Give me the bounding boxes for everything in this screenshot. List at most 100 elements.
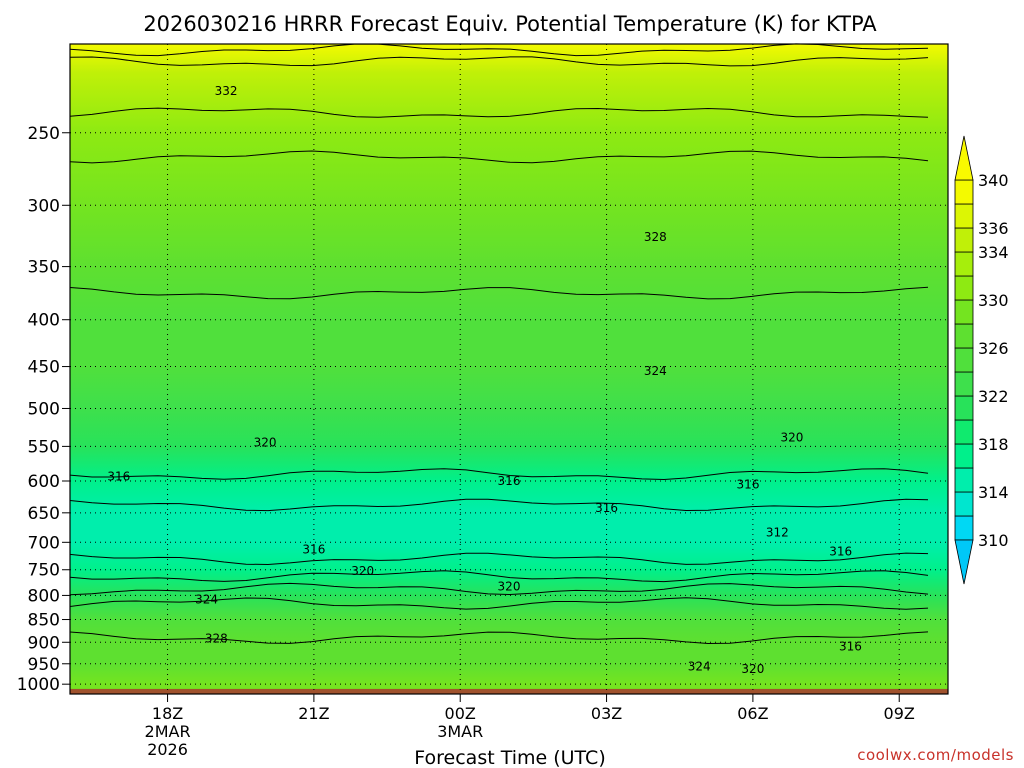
y-tick-label: 450 [28,358,60,378]
contour-label: 320 [780,431,803,445]
contour-line [69,597,929,610]
plot-area [69,43,949,695]
colorbar-label: 310 [978,531,1009,550]
contour-label-text: 320 [741,662,764,676]
x-tick-sublabel: 3MAR [437,722,483,741]
colorbar-swatch [954,491,974,517]
colorbar-label: 314 [978,483,1009,502]
contour-label-text: 316 [498,474,521,488]
colorbar-label: 322 [978,387,1009,406]
x-tick-sublabel: 2026 [147,740,188,759]
y-tick-label: 350 [28,258,60,278]
colorbar-max-arrow [954,135,974,181]
contour-label: 316 [737,477,760,491]
y-tick-label: 900 [28,633,60,653]
contour-lines [69,43,929,645]
x-tick-label: 21Z [298,704,329,723]
contour-label: 320 [351,564,374,578]
colorbar-swatch [954,419,974,445]
colorbar-label: 318 [978,435,1009,454]
contour-label-text: 316 [302,543,325,557]
contour-label: 320 [254,436,277,450]
contour-line [69,286,929,300]
field-fill [70,44,948,694]
contour-label-text: 332 [215,84,238,98]
contour-line [69,631,929,645]
gridlines [70,44,948,694]
y-tick-label: 1000 [17,675,60,695]
credit-text[interactable]: coolwx.com/models [857,746,1014,764]
plot-frame [69,43,949,695]
y-tick-label: 500 [28,399,60,419]
y-tick-label: 250 [28,124,60,144]
contour-label: 324 [195,592,218,606]
colorbar-label: 326 [978,339,1009,358]
colorbar-swatch [954,443,974,469]
y-tick-label: 400 [28,311,60,331]
contour-label: 324 [644,364,667,378]
contour-label-text: 324 [195,592,218,606]
contour-labels: 332 328 324 320 320 316 316 316 316 312 316 316 320 3… [107,84,862,676]
contour-label: 320 [741,662,764,676]
colorbar-swatch [954,203,974,229]
contour-label-text: 320 [254,436,277,450]
contour-label: 316 [839,640,862,654]
contour-label: 328 [205,632,228,646]
colorbar-swatch [954,179,974,205]
contour-line [69,498,929,512]
contour-label: 320 [498,579,521,593]
colorbar-swatch [954,227,974,253]
y-tick-label: 550 [28,437,60,457]
contour-label: 316 [302,543,325,557]
contour-label: 316 [829,544,852,558]
contour-label-text: 324 [688,660,711,674]
x-tick-label: 18Z [152,704,183,723]
ground-strip [70,688,948,694]
colorbar: 310 314 318 322 326 330 334 336 340 [954,135,1009,585]
x-tick-label: 09Z [884,704,915,723]
y-tick-label: 850 [28,611,60,631]
contour-line [69,582,929,596]
x-tick-label: 06Z [737,704,768,723]
contour-label-text: 320 [780,431,803,445]
contour-line [69,570,929,583]
contour-label-text: 320 [498,579,521,593]
x-axis-label: Forecast Time (UTC) [414,747,605,768]
x-tick-label: 03Z [591,704,622,723]
y-tick-label: 600 [28,472,60,492]
colorbar-label: 330 [978,291,1009,310]
colorbar-swatch [954,275,974,301]
contour-label: 312 [766,526,789,540]
y-tick-label: 650 [28,504,60,524]
colorbar-label: 334 [978,243,1009,262]
colorbar-swatch [954,299,974,325]
colorbar-swatch [954,467,974,493]
contour-line [69,107,929,118]
colorbar-swatch [954,347,974,373]
colorbar-swatch [954,395,974,421]
chart-title: 2026030216 HRRR Forecast Equiv. Potentia… [143,12,877,36]
colorbar-min-arrow [954,539,974,585]
y-tick-label: 300 [28,196,60,216]
colorbar-label: 340 [978,171,1009,190]
contour-label: 324 [688,660,711,674]
contour-label: 316 [595,501,618,515]
colorbar-swatch [954,251,974,277]
contour-label-text: 316 [829,544,852,558]
contour-label: 316 [498,474,521,488]
contour-label: 332 [215,84,238,98]
x-tick-label: 00Z [445,704,476,723]
colorbar-label: 336 [978,219,1009,238]
contour-label: 328 [644,230,667,244]
y-tick-label: 750 [28,561,60,581]
contour-label-text: 316 [839,640,862,654]
contour-label: 316 [107,469,130,483]
x-tick-sublabel: 2MAR [145,722,191,741]
contour-label-text: 320 [351,564,374,578]
contour-label-text: 324 [644,364,667,378]
contour-line [69,150,929,164]
contour-label-text: 312 [766,526,789,540]
contour-label-text: 328 [205,632,228,646]
